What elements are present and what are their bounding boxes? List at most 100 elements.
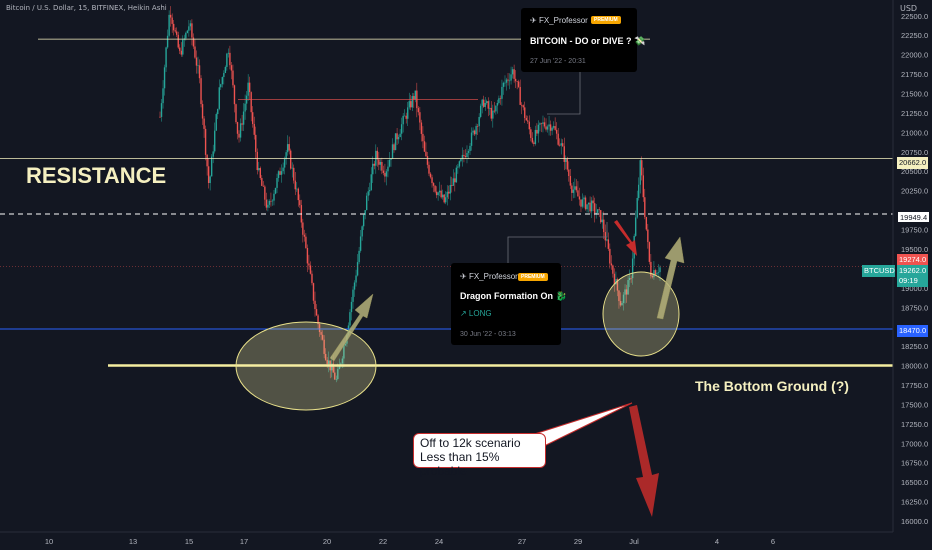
candle-body: [393, 144, 395, 151]
candle-body: [656, 272, 658, 275]
scenario-callout[interactable]: Off to 12k scenario Less than 15% probab…: [413, 433, 546, 478]
candle-body: [273, 193, 275, 201]
candle-body: [159, 116, 161, 118]
candle-body: [315, 309, 318, 316]
candle-body: [399, 133, 401, 138]
candle-body: [276, 177, 278, 188]
candle-body: [221, 77, 224, 85]
bottom-ground-label[interactable]: The Bottom Ground (?): [695, 378, 849, 394]
candle-body: [595, 212, 597, 214]
candle-body: [410, 101, 412, 108]
candle-body: [560, 143, 562, 146]
candle-body: [385, 171, 388, 177]
candle-body: [636, 197, 638, 218]
up-arrow-left[interactable]: [329, 293, 374, 362]
candle-body: [206, 154, 208, 167]
idea-card-2[interactable]: ✈ FX_Professor PREMIUM Dragon Formation …: [451, 263, 567, 345]
y-tick-label: 21750.0: [901, 70, 928, 79]
candle-body: [350, 301, 353, 313]
candle-body: [587, 202, 590, 205]
callout-line-2: Less than 15% probable: [420, 450, 500, 478]
candle-body: [458, 161, 461, 167]
x-tick-label: 29: [574, 537, 582, 546]
candle-body: [327, 360, 330, 365]
candle-body: [286, 144, 289, 153]
candle-body: [305, 236, 307, 248]
candle-body: [445, 197, 447, 203]
candle-body: [507, 79, 509, 81]
candle-body: [598, 209, 600, 211]
candle-body: [177, 34, 179, 48]
idea-card-1[interactable]: ✈ FX_Professor PREMIUM BITCOIN - DO or D…: [521, 8, 645, 72]
candle-body: [220, 84, 222, 88]
candle-body: [203, 118, 205, 129]
candle-body: [517, 81, 520, 87]
candle-body: [244, 103, 246, 112]
candle-body: [312, 283, 315, 301]
candle-body: [250, 92, 252, 113]
candle-body: [543, 122, 546, 127]
candle-body: [259, 168, 262, 179]
candle-body: [209, 176, 211, 184]
candle-body: [557, 133, 559, 145]
long-direction: ↗ LONG: [460, 309, 492, 318]
time-axis[interactable]: 10 13 15 17 20 22 24 27 29 Jul 4 6: [0, 531, 893, 546]
x-tick-label: 6: [771, 537, 775, 546]
candle-body: [548, 124, 550, 127]
down-arrow-big[interactable]: [629, 405, 659, 517]
candle-body: [479, 105, 482, 117]
candle-body: [256, 151, 258, 171]
candle-body: [580, 199, 582, 207]
candle-body: [440, 190, 442, 198]
candle-body: [490, 107, 493, 119]
candle-body: [431, 177, 433, 184]
candle-body: [552, 126, 555, 128]
candle-body: [224, 66, 227, 74]
candle-body: [252, 112, 254, 125]
candle-body: [214, 130, 216, 152]
candle-body: [407, 107, 409, 119]
idea-connector-1: [547, 72, 581, 115]
candle-body: [555, 129, 558, 134]
candle-body: [303, 234, 306, 237]
candle-body: [359, 236, 362, 251]
candle-body: [437, 192, 439, 196]
candle-body: [545, 126, 547, 130]
candle-body: [160, 103, 163, 117]
candle-body: [533, 142, 535, 144]
y-tick-label: 21500.0: [901, 90, 928, 99]
left-bottom-ellipse[interactable]: [235, 321, 377, 411]
candle-body: [441, 194, 444, 198]
x-tick-label: Jul: [629, 537, 639, 546]
candle-body: [487, 101, 489, 109]
candle-body: [283, 158, 286, 168]
resistance-label[interactable]: RESISTANCE: [26, 163, 167, 188]
candle-body: [378, 159, 380, 165]
candle-body: [653, 270, 655, 278]
right-bottom-ellipse[interactable]: [602, 271, 680, 357]
candle-body: [511, 69, 514, 75]
candle-body: [279, 171, 281, 175]
candle-body: [501, 86, 503, 99]
candle-body: [575, 186, 578, 191]
y-tick-label: 19500.0: [901, 245, 928, 254]
candle-body: [435, 191, 438, 196]
candle-body: [200, 78, 202, 105]
candle-body: [293, 167, 295, 181]
up-arrow-right[interactable]: [656, 236, 685, 320]
candle-body: [267, 204, 269, 208]
down-arrow-small[interactable]: [614, 220, 637, 256]
candle-body: [558, 144, 561, 146]
candle-body: [581, 199, 584, 207]
candle-body: [352, 289, 354, 302]
candle-body: [537, 124, 540, 134]
candle-body: [642, 175, 644, 198]
candle-body: [604, 232, 606, 241]
candle-body: [372, 163, 374, 175]
candle-body: [169, 14, 172, 18]
candle-body: [365, 195, 368, 211]
candle-body: [630, 277, 632, 279]
candle-body: [274, 187, 277, 194]
candle-body: [413, 96, 415, 100]
candle-body: [448, 191, 450, 194]
